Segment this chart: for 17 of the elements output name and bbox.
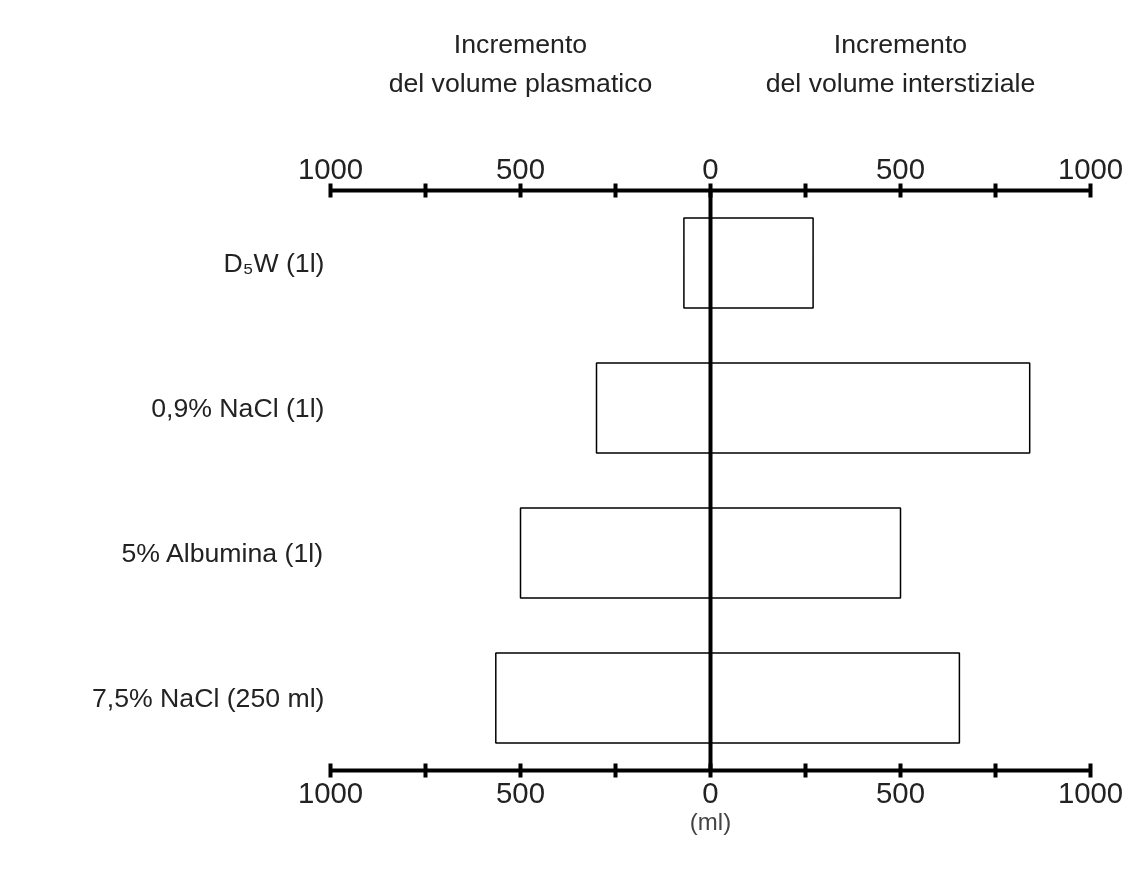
y-tick-label: D₅W (1l) [223, 248, 325, 278]
y-tick-label: 5% Albumina (1l) [121, 538, 324, 568]
y-tick-label: 7,5% NaCl (250 ml) [91, 683, 325, 713]
x-tick-label: 1000 [1057, 775, 1124, 809]
x2-tick-label: 1000 [1057, 151, 1124, 185]
x2-tick-label: 500 [496, 151, 545, 185]
x-tick-label: 500 [496, 775, 545, 809]
x2-tick-label: 500 [876, 151, 925, 185]
text: Incremento del volume interstiziale [765, 28, 1036, 98]
text: Incremento del volume plasmatico [388, 28, 653, 98]
x-axis-title: (ml) [689, 807, 732, 835]
x-tick-label: 1000 [297, 775, 364, 809]
y-tick-label: 0,9% NaCl (1l) [151, 393, 325, 423]
x2-tick-label: 1000 [297, 151, 364, 185]
x2-tick-label: 0 [702, 151, 719, 185]
x-tick-label: 500 [876, 775, 925, 809]
x-tick-label: 0 [702, 775, 719, 809]
